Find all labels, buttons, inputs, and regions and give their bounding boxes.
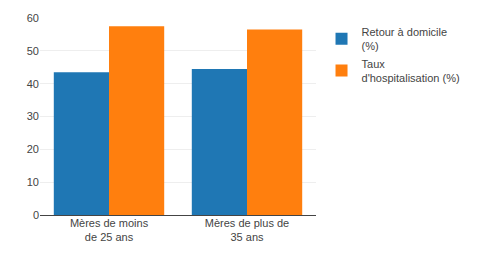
svg-text:Mères de moinsde 25 ans: Mères de moinsde 25 ans <box>70 217 149 243</box>
svg-text:Tauxd'hospitalisation (%): Tauxd'hospitalisation (%) <box>362 58 460 84</box>
svg-text:20: 20 <box>27 143 39 155</box>
svg-text:60: 60 <box>27 12 39 24</box>
svg-text:10: 10 <box>27 176 39 188</box>
svg-text:40: 40 <box>27 78 39 90</box>
svg-text:Retour à domicile(%): Retour à domicile(%) <box>362 26 448 52</box>
svg-text:0: 0 <box>33 209 39 221</box>
svg-text:50: 50 <box>27 45 39 57</box>
svg-text:30: 30 <box>27 110 39 122</box>
svg-text:Mères de plus de35 ans: Mères de plus de35 ans <box>205 217 289 243</box>
